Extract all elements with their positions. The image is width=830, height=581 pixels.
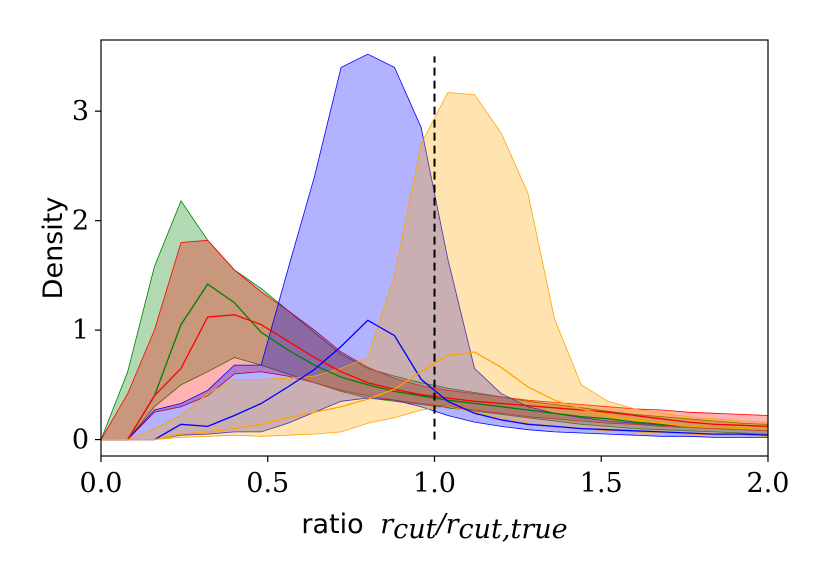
density-mean-line-3: [101, 351, 769, 441]
x-axis-label-math-main: r: [380, 509, 395, 540]
x-tick-label: 1.0: [413, 468, 456, 499]
density-mean-line-2: [101, 319, 769, 441]
y-tick-label: 2: [72, 206, 89, 237]
x-tick-label: 0.5: [246, 468, 289, 499]
y-tick-label: 0: [72, 425, 89, 456]
x-axis-ticks: 0.0 0.5 1.0 1.5 2.0: [80, 456, 790, 499]
x-axis-label-math-den: r: [446, 509, 461, 540]
y-tick-label: 1: [72, 315, 89, 346]
y-axis-label: Density: [38, 197, 69, 300]
x-tick-label: 2.0: [747, 468, 790, 499]
x-axis-label-math-sub1: cut: [393, 514, 437, 545]
x-tick-label: 1.5: [580, 468, 623, 499]
x-axis-label-text: ratio: [301, 509, 363, 540]
x-tick-label: 0.0: [80, 468, 123, 499]
x-axis-label-math-sub2: cut,true: [459, 514, 568, 545]
y-axis-ticks: 0 1 2 3: [72, 96, 101, 456]
y-tick-label: 3: [72, 96, 89, 127]
x-axis-label: ratio rcut/rcut,true: [301, 509, 567, 545]
density-mean-lines: [101, 283, 769, 441]
